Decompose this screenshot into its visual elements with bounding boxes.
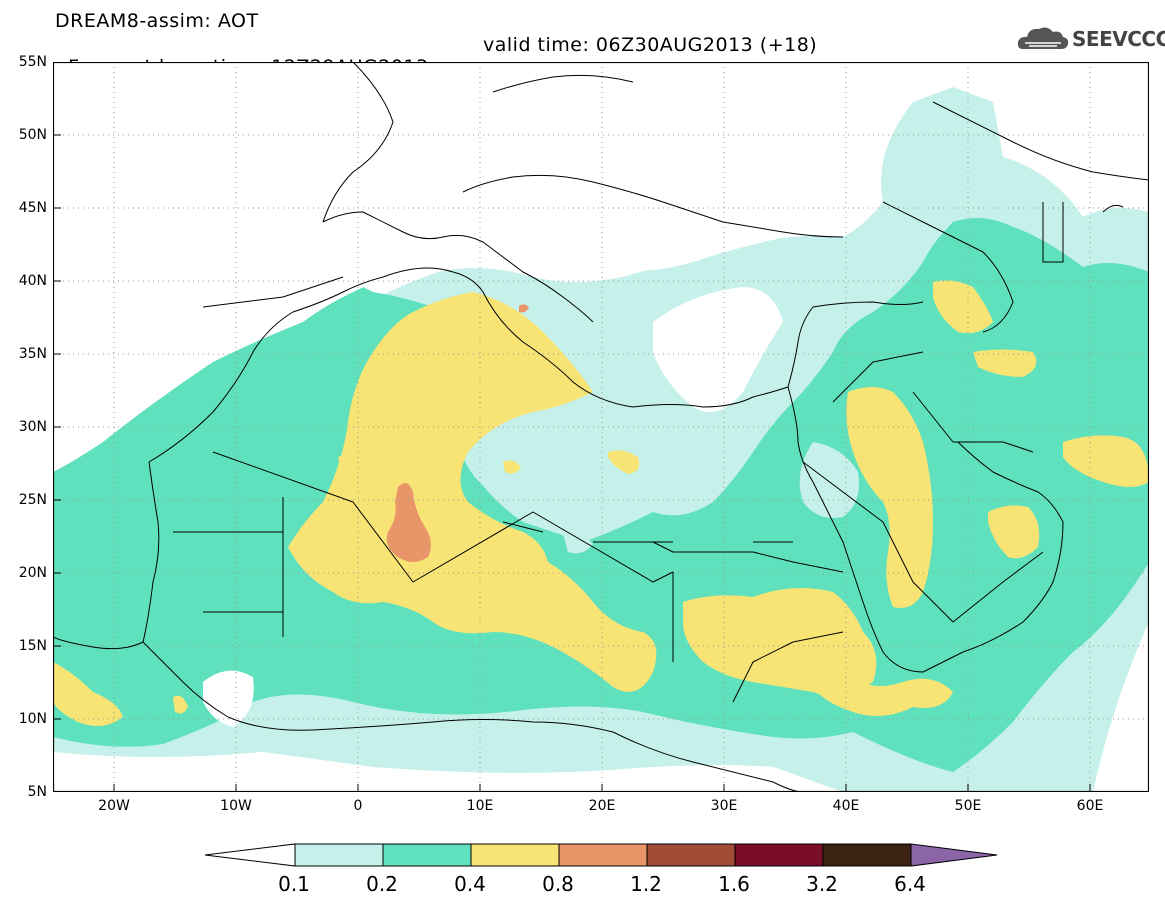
lat-label: 5N xyxy=(27,784,47,800)
lat-label: 15N xyxy=(18,638,47,654)
lon-label: 10E xyxy=(466,798,494,814)
valid-time: valid time: 06Z30AUG2013 (+18) xyxy=(483,34,818,56)
lon-label: 0 xyxy=(353,798,363,814)
lon-label: 60E xyxy=(1076,798,1104,814)
legend-label: 0.4 xyxy=(454,872,486,896)
lat-label: 10N xyxy=(18,711,47,727)
lon-label: 20W xyxy=(98,798,130,814)
cloud-logo-icon xyxy=(1017,27,1069,49)
legend-label: 0.1 xyxy=(278,872,310,896)
lat-label: 30N xyxy=(18,419,47,435)
lat-label: 55N xyxy=(18,54,47,70)
lat-label: 20N xyxy=(18,565,47,581)
colorbar-segment xyxy=(382,843,472,867)
colorbar-segment xyxy=(822,843,912,867)
seevccc-logo: SEEVCCC xyxy=(1017,25,1165,53)
coastlines xyxy=(53,62,1149,792)
title-line-1: DREAM8-assim: AOT xyxy=(55,10,259,32)
legend-label: 1.2 xyxy=(630,872,662,896)
lat-label: 45N xyxy=(18,200,47,216)
colorbar-segment xyxy=(294,843,384,867)
legend-label: 6.4 xyxy=(894,872,926,896)
lon-label: 30E xyxy=(710,798,738,814)
colorbar-segment xyxy=(470,843,560,867)
colorbar-segment xyxy=(734,843,824,867)
lon-label: 20E xyxy=(588,798,616,814)
lon-label: 40E xyxy=(832,798,860,814)
lon-label: 10W xyxy=(220,798,252,814)
legend-label: 0.8 xyxy=(542,872,574,896)
aot-band-0.4 xyxy=(288,292,657,692)
graticule xyxy=(53,62,1149,792)
colorbar-segment-above xyxy=(910,843,998,867)
aot-map xyxy=(53,62,1149,792)
legend-label: 3.2 xyxy=(806,872,838,896)
colorbar-segment xyxy=(646,843,736,867)
lat-label: 25N xyxy=(18,492,47,508)
aot-band-0.8 xyxy=(386,483,431,562)
logo-text: SEEVCCC xyxy=(1072,27,1165,51)
legend-label: 0.2 xyxy=(366,872,398,896)
colorbar-segment xyxy=(558,843,648,867)
colorbar-legend xyxy=(205,843,998,867)
lat-label: 40N xyxy=(18,273,47,289)
lat-label: 50N xyxy=(18,127,47,143)
lat-label: 35N xyxy=(18,346,47,362)
legend-label: 1.6 xyxy=(718,872,750,896)
colorbar-segment-below xyxy=(205,843,296,867)
lon-label: 50E xyxy=(954,798,982,814)
